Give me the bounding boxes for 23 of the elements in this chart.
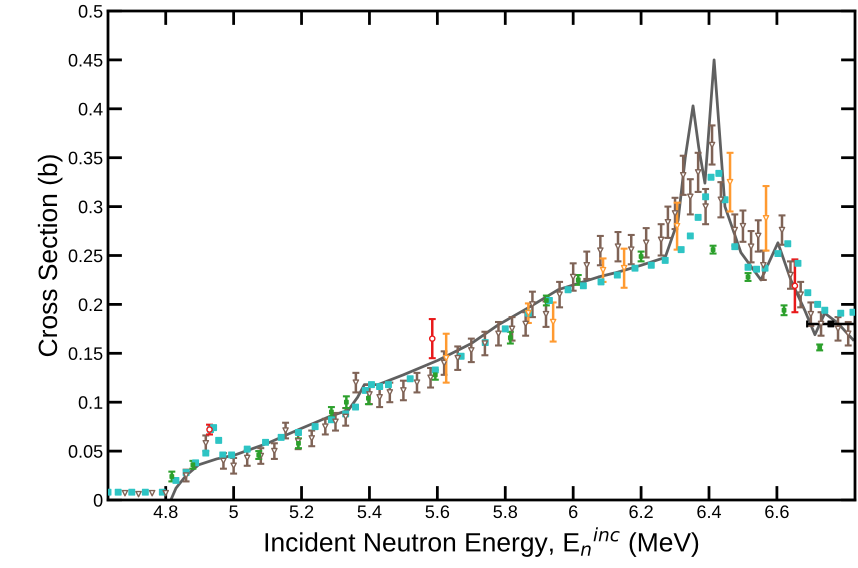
x-tick-label: 6.4 <box>697 505 722 518</box>
x-tick-label: 4.8 <box>154 505 178 518</box>
x-tick-label: 5.4 <box>358 506 382 518</box>
y-tick-label: 0.25 <box>68 249 102 262</box>
y-tick-label: 0.3 <box>78 200 102 214</box>
y-axis-title: Cross Section (b) <box>38 155 62 356</box>
y-tick-label: 0.45 <box>68 54 102 67</box>
x-tick-label: 6.6 <box>765 505 789 518</box>
y-tick-label: 0.35 <box>68 152 102 164</box>
y-tick-label: 0.15 <box>68 347 102 360</box>
y-tick-label: 0 <box>94 494 102 507</box>
x-tick-label: 5.8 <box>493 505 518 518</box>
x-tick-label: 6 <box>569 505 578 518</box>
x-tick-label: 6.2 <box>629 505 653 518</box>
y-tick-label: 0.2 <box>78 298 102 312</box>
y-tick-label: 0.05 <box>68 445 102 458</box>
x-tick-label: 5.2 <box>290 505 314 518</box>
x-axis-title: Incident Neutron Energy, E$_{n}$$^{inc}$ (MeV) <box>266 527 698 557</box>
y-tick-label: 0.4 <box>78 102 103 116</box>
y-tick-label: 0.1 <box>78 396 102 409</box>
y-tick-label: 0.5 <box>78 4 102 18</box>
x-tick-label: 5 <box>229 506 238 518</box>
x-tick-label: 5.6 <box>426 505 450 518</box>
